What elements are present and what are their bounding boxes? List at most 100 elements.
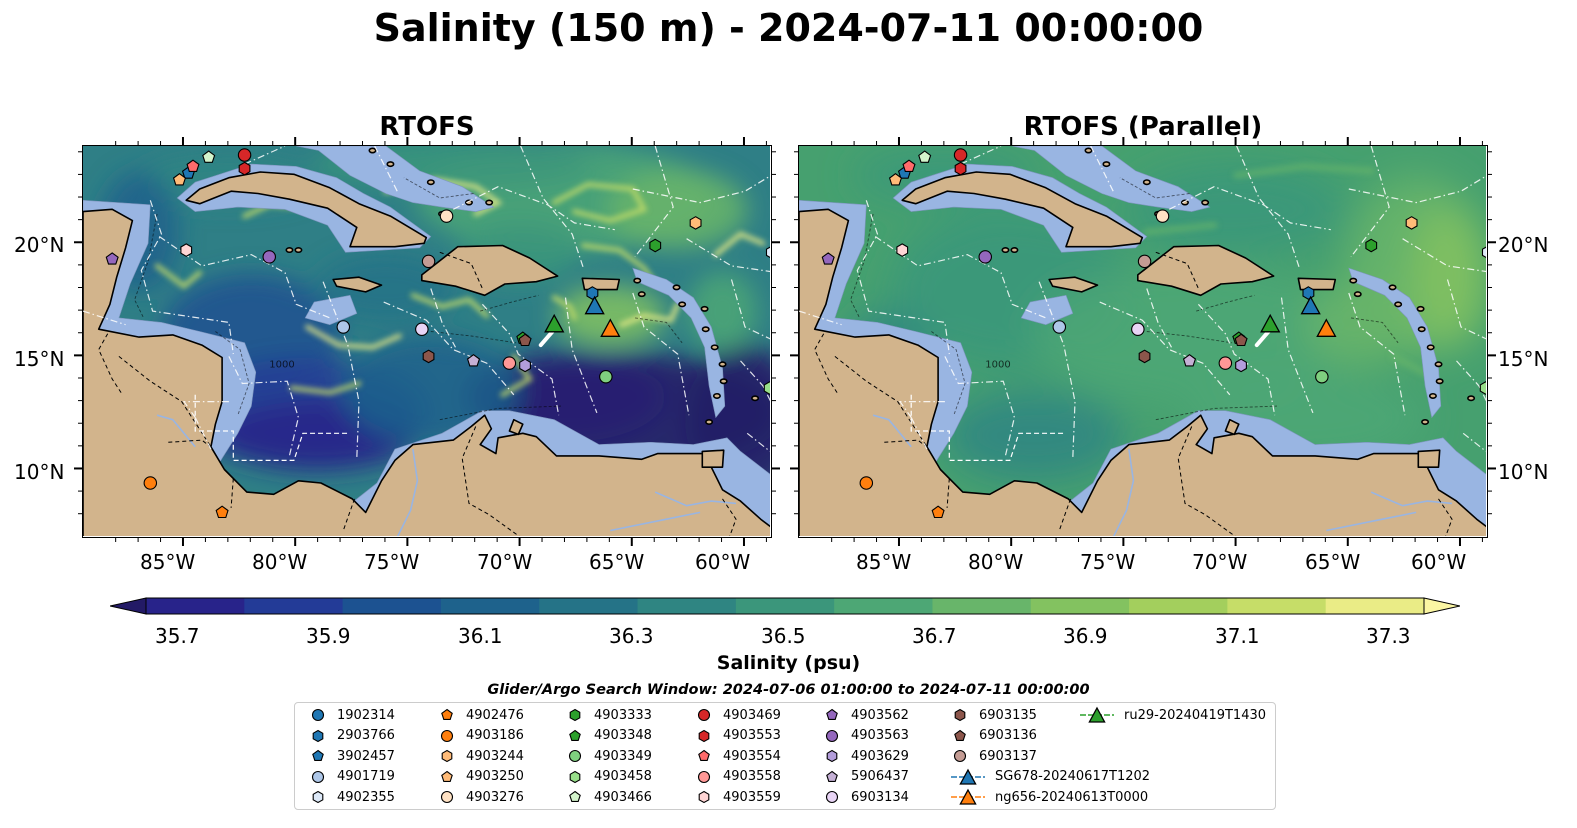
legend-label: 4903466 (594, 789, 652, 805)
isobath (480, 294, 539, 312)
eez-boundary (910, 417, 928, 450)
landmass (1224, 418, 1240, 436)
eez-boundary (1348, 292, 1406, 416)
small-island (718, 361, 727, 368)
legend-item: 5906437 (823, 767, 909, 787)
legend-symbol (697, 770, 711, 783)
lon-tick-label: 65°W (1305, 550, 1361, 574)
salinity-anomaly (1031, 263, 1352, 404)
river (396, 448, 419, 537)
colorbar-segment (342, 598, 442, 614)
legend-marker (825, 790, 839, 804)
legend-triangle (1088, 706, 1106, 723)
legend-label: 4902476 (466, 707, 524, 723)
legend-label: 4903629 (851, 748, 909, 764)
legend-symbol (312, 749, 324, 761)
float-marker-4903276 (439, 209, 454, 223)
lat-tick-label: 10°N (14, 460, 65, 484)
country-border (230, 478, 234, 508)
rtofs-parallel-map-canvas: 1000 (799, 146, 1487, 537)
river (610, 511, 701, 532)
legend-item: 4903563 (823, 726, 909, 746)
salinity-filament (619, 301, 681, 328)
legend-item: 4903558 (695, 767, 781, 787)
float-marker-6903137 (1137, 254, 1152, 269)
shelf-region (1020, 294, 1074, 326)
legend-symbol (568, 749, 582, 763)
isobath (634, 317, 683, 344)
eez-boundary (158, 236, 331, 319)
legend-marker (312, 749, 324, 761)
legend-label: 4903554 (723, 748, 781, 764)
legend-marker (441, 770, 453, 782)
legend-symbol (312, 729, 324, 742)
float-marker-6903135 (1138, 349, 1151, 364)
float-marker-SG678-20240617T1202 (1300, 295, 1321, 315)
lat-tick-label: 10°N (1498, 460, 1549, 484)
colorbar-tick-label: 36.9 (1063, 624, 1108, 648)
float-marker-4901719 (1052, 320, 1067, 334)
panel-title-rtofs: RTOFS (379, 112, 475, 142)
rtofs-map[interactable]: 1000 (82, 145, 772, 538)
colorbar-tick-label: 35.9 (306, 624, 351, 648)
colorbar-segment (1129, 598, 1228, 614)
legend-symbol (441, 770, 453, 782)
float-marker-5906437 (466, 354, 481, 367)
eez-boundary (481, 303, 560, 416)
river (1370, 491, 1453, 507)
float-marker-4903553 (238, 161, 251, 176)
float-marker-4903250 (888, 173, 903, 186)
legend-marker (951, 788, 985, 805)
country-border (1177, 426, 1237, 537)
float-marker-4903349 (599, 369, 613, 384)
small-island (485, 199, 494, 206)
lon-tick-label: 70°W (1192, 550, 1248, 574)
legend-marker (312, 729, 324, 742)
small-island (633, 277, 642, 284)
legend-marker (825, 729, 839, 742)
float-marker-5906437 (1182, 354, 1197, 367)
colorbar (110, 597, 1460, 615)
eez-boundary (874, 236, 1047, 319)
small-island (712, 392, 721, 399)
legend-item: 4903469 (695, 705, 781, 725)
country-border (946, 478, 950, 508)
salinity-filament (1143, 221, 1218, 236)
isobath (931, 331, 966, 416)
legend-marker (569, 729, 581, 741)
legend-marker (951, 768, 985, 785)
small-island (1467, 395, 1476, 402)
eez-boundaries (83, 146, 771, 459)
float-marker-2903766 (1302, 286, 1315, 300)
salinity-filament (500, 353, 534, 398)
lon-tick-label: 60°W (695, 550, 751, 574)
legend-item: 6903135 (951, 705, 1037, 725)
lon-tick-label: 75°W (1080, 550, 1136, 574)
legend-marker (953, 749, 967, 763)
rtofs-parallel-map[interactable]: 1000 (798, 145, 1488, 538)
legend-label: 4903244 (466, 748, 524, 764)
colorbar-tick-label: 36.5 (761, 624, 806, 648)
legend-label: 4903469 (723, 707, 781, 723)
legend-marker (697, 770, 711, 783)
small-island (1001, 247, 1010, 254)
small-island (1102, 161, 1111, 168)
float-marker-4903349 (1315, 369, 1329, 384)
colorbar-segment (440, 598, 540, 614)
legend-label: 6903136 (979, 728, 1037, 743)
isobath-label: 1000 (985, 360, 1010, 371)
legend-marker (312, 790, 324, 804)
legend-marker (954, 708, 966, 722)
lat-tick-label: 15°N (1498, 347, 1549, 371)
small-island (710, 344, 719, 351)
legend-item: SG678-20240617T1202 (951, 767, 1150, 787)
eez-boundary (520, 146, 584, 269)
legend-item: 4903348 (566, 726, 652, 746)
eez-boundary (194, 394, 348, 461)
colorbar-segment (1227, 598, 1327, 614)
legend-triangle (959, 768, 977, 785)
legend-label: 5906437 (851, 769, 909, 784)
lon-tick-label: 80°W (252, 550, 308, 574)
legend-symbol (954, 708, 966, 722)
eez-boundary (910, 394, 1064, 461)
